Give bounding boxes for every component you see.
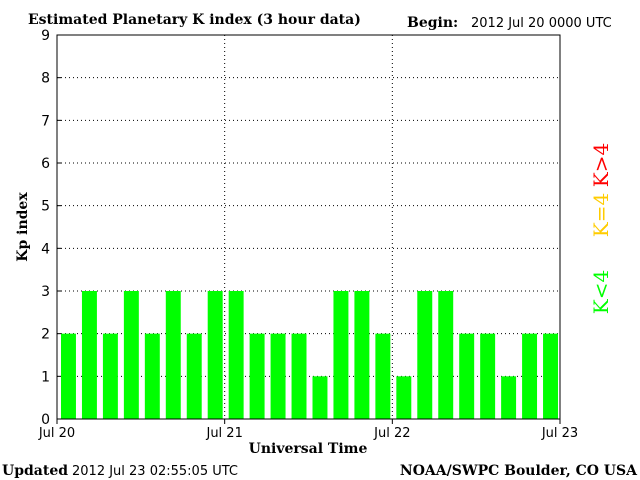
legend-equal: K=4 [589, 193, 613, 237]
legend-high: K>4 [589, 143, 613, 187]
kp-bar [270, 333, 286, 419]
kp-bar [375, 333, 391, 419]
updated-value: 2012 Jul 23 02:55:05 UTC [72, 464, 238, 479]
y-tick-label: 4 [41, 241, 50, 257]
chart-title: Estimated Planetary K index (3 hour data… [28, 12, 361, 28]
kp-bar [186, 333, 202, 419]
kp-bar [501, 376, 517, 419]
kp-bar [333, 291, 349, 419]
x-tick-label: Jul 20 [38, 426, 75, 441]
y-tick-label: 2 [41, 327, 50, 343]
x-tick-label: Jul 23 [541, 426, 578, 441]
y-tick-label: 1 [41, 369, 50, 385]
kp-bar [228, 291, 244, 419]
y-tick-labels: 0 1 2 3 4 5 6 7 8 9 [41, 28, 61, 428]
updated-label: Updated [2, 463, 68, 479]
plot-frame [56, 34, 561, 420]
bars [61, 291, 558, 419]
y-axis-label: Kp index [15, 192, 31, 262]
kp-bar [522, 333, 538, 419]
begin-label: Begin: [407, 15, 458, 31]
y-tick-label: 6 [41, 156, 50, 172]
y-tick-label: 9 [41, 28, 50, 44]
x-tick-label: Jul 21 [205, 426, 242, 441]
kp-bar [417, 291, 433, 419]
x-tick-labels: Jul 20 Jul 21 Jul 22 Jul 23 [38, 419, 578, 441]
kp-bar [543, 333, 558, 419]
gridlines [57, 35, 560, 419]
kp-bar [102, 333, 118, 419]
y-tick-label: 0 [41, 412, 50, 428]
kp-bar [144, 333, 160, 419]
kp-bar [480, 333, 496, 419]
kp-bar [312, 376, 328, 419]
x-axis-label: Universal Time [249, 441, 368, 457]
kp-bar [291, 333, 307, 419]
begin-value: 2012 Jul 20 0000 UTC [471, 16, 612, 31]
y-tick-label: 7 [41, 113, 50, 129]
kp-bar [81, 291, 97, 419]
kp-bar [396, 376, 412, 419]
kp-bar [249, 333, 265, 419]
kp-bar [438, 291, 454, 419]
kp-bar [459, 333, 475, 419]
kp-bar [207, 291, 223, 419]
kp-bar [165, 291, 181, 419]
y-tick-label: 5 [41, 199, 50, 215]
kp-bar [123, 291, 139, 419]
kp-bar [354, 291, 370, 419]
x-tick-label: Jul 22 [373, 426, 410, 441]
legend-low: K<4 [589, 270, 613, 314]
kp-bar [61, 333, 76, 419]
y-tick-label: 3 [41, 284, 50, 300]
y-tick-label: 8 [41, 71, 50, 87]
source-label: NOAA/SWPC Boulder, CO USA [400, 463, 638, 479]
